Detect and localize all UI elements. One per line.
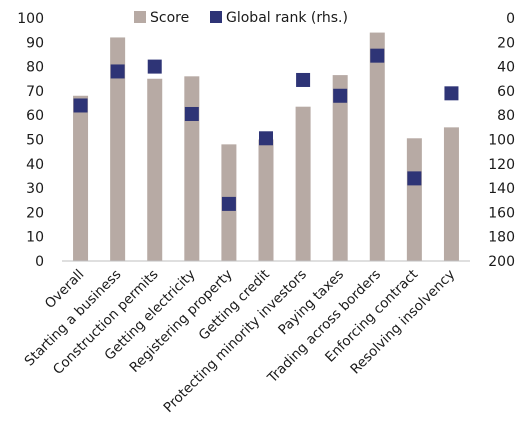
left-tick-label: 100: [17, 11, 44, 27]
left-tick-label: 20: [26, 205, 44, 221]
score-bar: [443, 127, 459, 261]
left-tick-label: 0: [35, 254, 44, 270]
score-bar: [369, 32, 385, 261]
right-tick-label: 180: [488, 230, 515, 246]
legend: Score Global rank (rhs.): [134, 10, 348, 26]
rank-marker: [333, 88, 348, 103]
right-tick-label: 120: [488, 157, 515, 173]
legend-label-score: Score: [150, 10, 189, 26]
rank-marker: [296, 72, 311, 87]
score-bar: [258, 139, 274, 261]
left-tick-label: 50: [26, 133, 44, 149]
left-tick-label: 80: [26, 60, 44, 76]
score-bar: [147, 78, 163, 261]
rank-marker: [184, 106, 199, 121]
score-bar: [184, 76, 200, 261]
score-bar: [406, 138, 422, 261]
right-tick-label: 100: [488, 133, 515, 149]
right-tick-label: 140: [488, 181, 515, 197]
rank-marker: [110, 64, 125, 79]
right-tick-label: 160: [488, 205, 515, 221]
right-axis-ticks: 0 20 40 60 80 100 120 140 160 180 200: [488, 11, 515, 270]
right-tick-label: 80: [497, 108, 515, 124]
right-tick-label: 200: [488, 254, 515, 270]
left-tick-label: 90: [26, 35, 44, 51]
legend-swatch-score: [134, 11, 146, 23]
rank-marker: [370, 48, 385, 63]
score-bars: [73, 32, 459, 261]
rank-marker: [221, 196, 236, 211]
score-bar: [332, 75, 348, 261]
score-bar: [73, 95, 89, 261]
left-tick-label: 70: [26, 84, 44, 100]
rank-marker: [259, 131, 273, 146]
right-tick-label: 20: [497, 35, 515, 51]
right-tick-label: 40: [497, 60, 515, 76]
left-tick-label: 30: [26, 181, 44, 197]
left-tick-label: 40: [26, 157, 44, 173]
rank-marker: [444, 86, 459, 101]
rank-marker: [147, 59, 162, 74]
legend-swatch-global-rank: [210, 11, 222, 23]
rank-markers: [73, 48, 459, 211]
left-tick-label: 10: [26, 230, 44, 246]
rank-marker: [407, 171, 422, 186]
rank-marker: [73, 98, 88, 113]
score-bar: [295, 106, 311, 261]
right-tick-label: 0: [506, 11, 515, 27]
left-tick-label: 60: [26, 108, 44, 124]
legend-label-global-rank: Global rank (rhs.): [226, 10, 348, 26]
score-bar: [110, 37, 126, 261]
left-axis-ticks: 0 10 20 30 40 50 60 70 80 90 100: [17, 11, 44, 270]
right-tick-label: 60: [497, 84, 515, 100]
